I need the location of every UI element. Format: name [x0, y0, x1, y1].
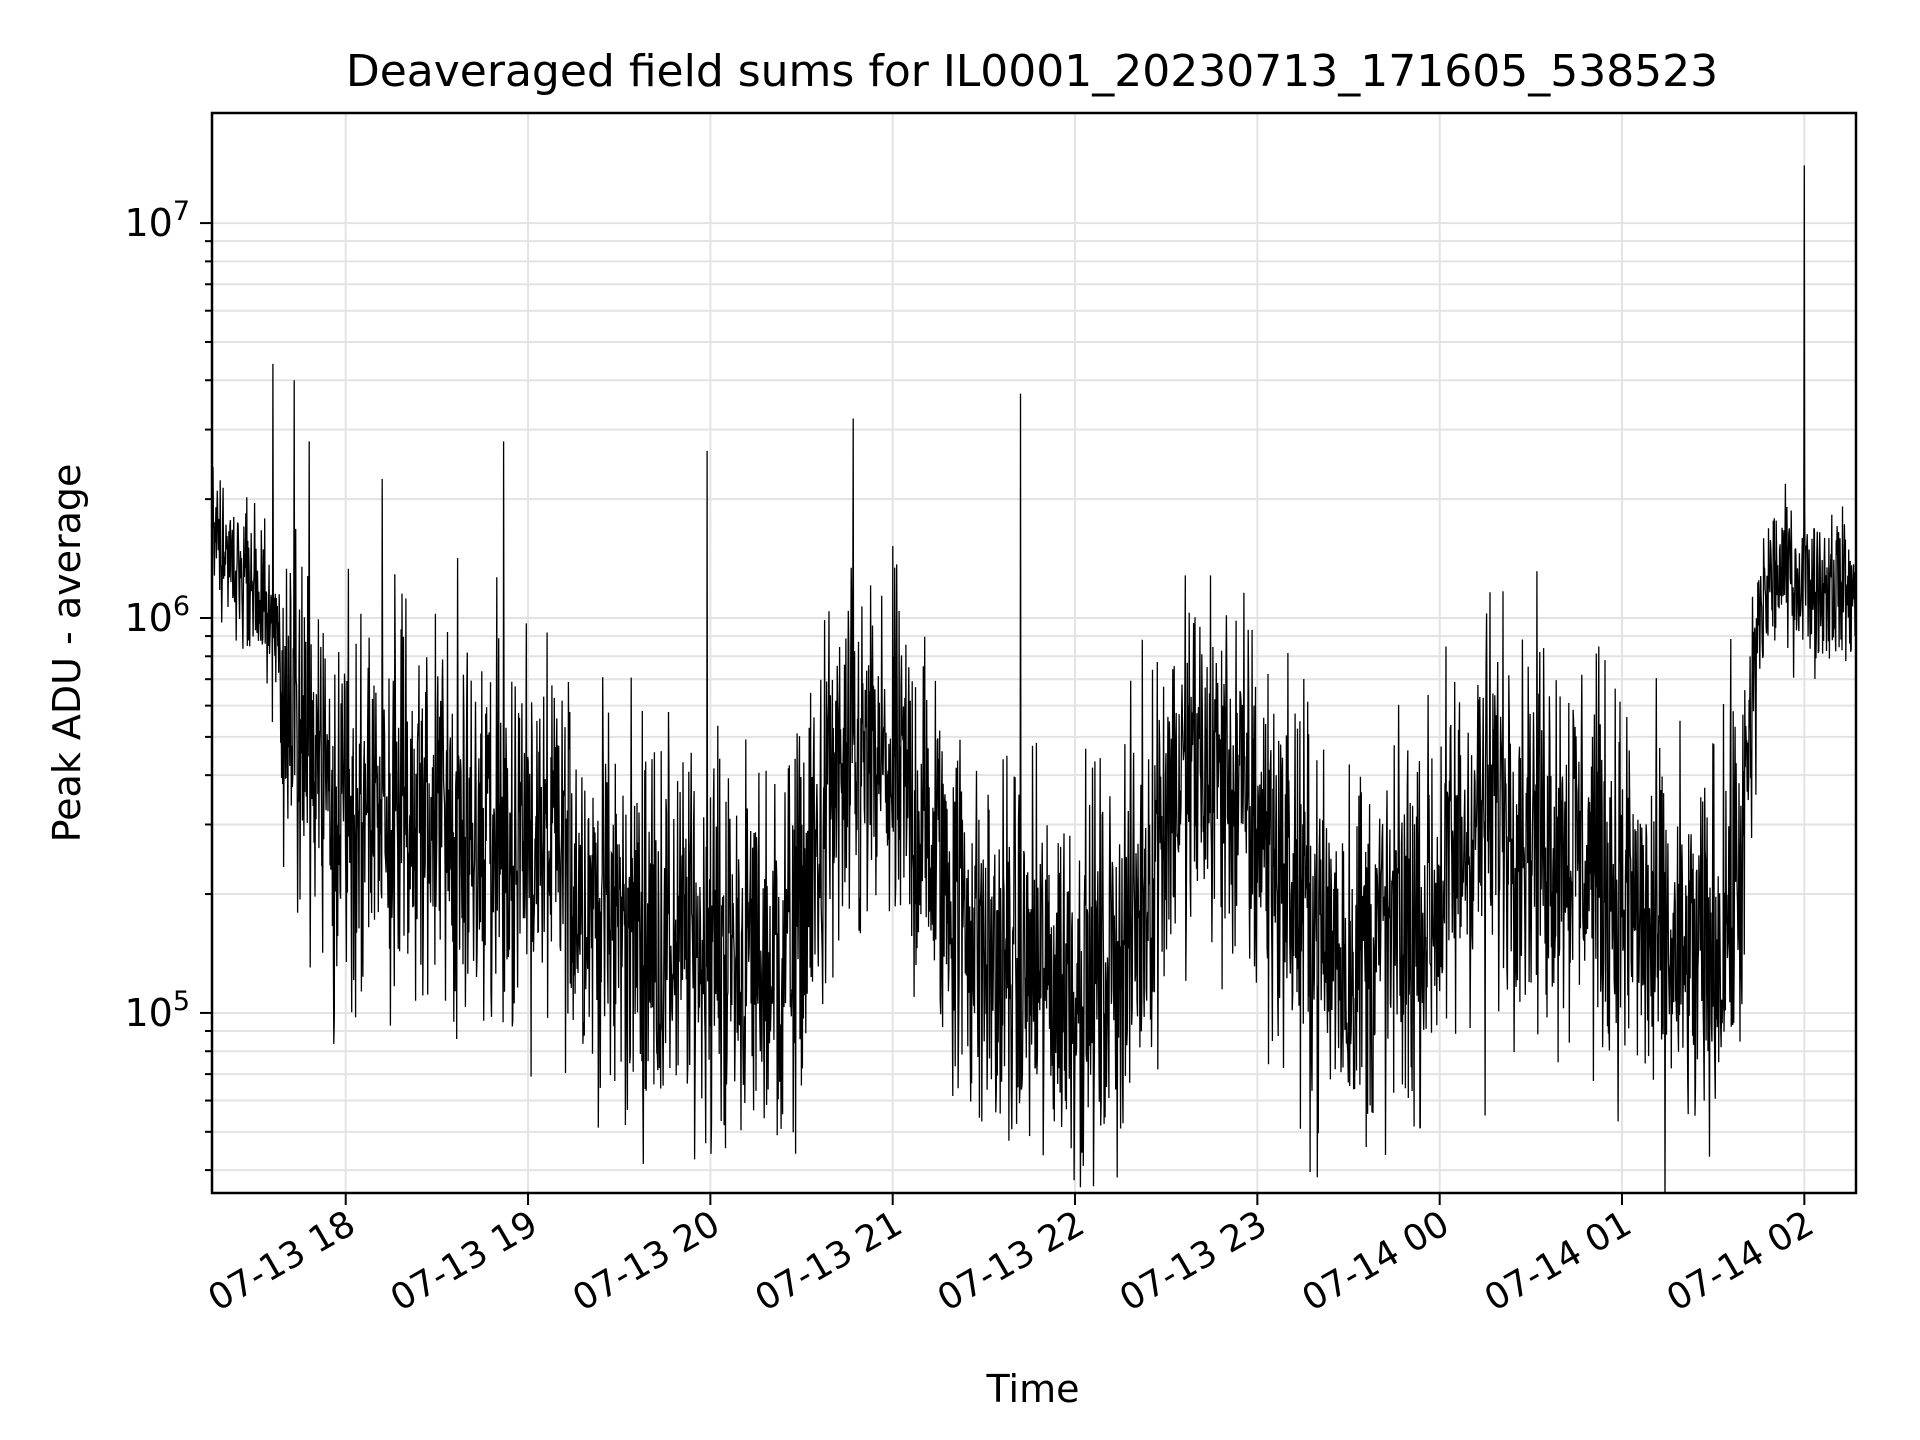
chart-title: Deaveraged field sums for IL0001_2023071…	[346, 46, 1718, 97]
plot-frame	[210, 111, 1858, 1195]
x-tick-label: 07-13 21	[749, 1203, 910, 1319]
series-line-group	[212, 165, 1856, 1193]
x-tick-label: 07-13 22	[931, 1203, 1092, 1319]
x-tick-label: 07-13 19	[384, 1203, 545, 1319]
series-line	[212, 165, 1856, 1193]
y-axis-label: Peak ADU - average	[45, 464, 89, 843]
y-axis: 105 106 107	[124, 196, 212, 1172]
y-tick-label: 107	[124, 196, 190, 245]
x-axis-label: Time	[986, 1367, 1080, 1411]
grid	[212, 113, 1856, 1193]
y-tick-label: 105	[124, 986, 190, 1035]
x-axis: 07-13 18 07-13 19 07-13 20 07-13 21 07-13 22…	[202, 1193, 1821, 1320]
x-tick-label: 07-14 01	[1478, 1203, 1639, 1319]
x-tick-label: 07-13 23	[1113, 1203, 1274, 1319]
x-tick-label: 07-13 20	[566, 1203, 727, 1319]
x-tick-label: 07-14 00	[1296, 1203, 1457, 1319]
x-tick-label: 07-14 02	[1660, 1203, 1821, 1319]
y-tick-label: 106	[124, 591, 190, 640]
x-tick-label: 07-13 18	[202, 1203, 363, 1319]
